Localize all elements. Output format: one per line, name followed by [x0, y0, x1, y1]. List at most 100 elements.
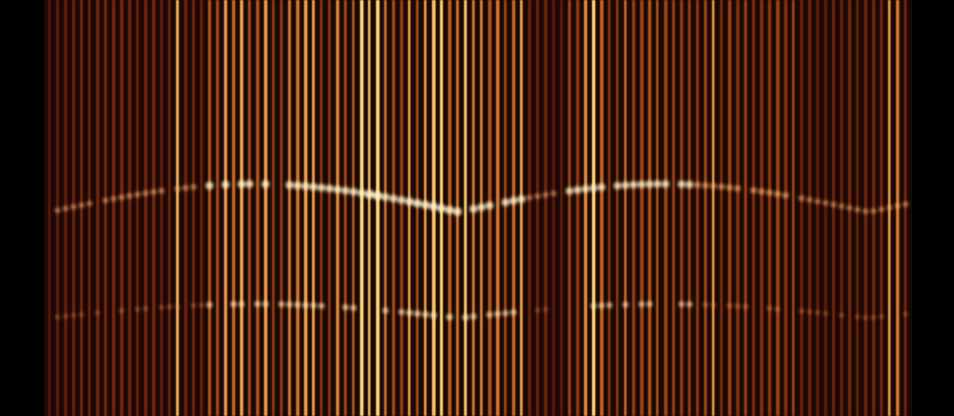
stripe	[776, 0, 780, 416]
spot	[677, 180, 686, 189]
stripe	[408, 0, 411, 416]
stripe	[560, 0, 563, 416]
stripe	[608, 0, 611, 416]
spot	[135, 307, 140, 312]
spot	[863, 315, 868, 320]
stripe	[544, 0, 548, 416]
stripe	[624, 0, 627, 416]
spot	[382, 307, 389, 314]
spot	[174, 185, 181, 192]
stripe	[680, 0, 684, 416]
spot	[381, 193, 390, 201]
spot	[373, 191, 382, 200]
spot	[357, 189, 366, 197]
spot	[653, 180, 662, 188]
spot	[494, 310, 501, 317]
spot	[167, 304, 172, 310]
spot	[422, 311, 429, 318]
spot	[758, 188, 765, 195]
stripe	[336, 0, 340, 416]
stripe	[136, 0, 139, 416]
stripe	[808, 0, 812, 416]
spot	[86, 200, 93, 207]
spot	[703, 302, 708, 308]
stripe	[664, 0, 668, 416]
stripe	[616, 0, 619, 416]
stripe	[240, 0, 244, 416]
spot	[413, 199, 422, 208]
spot	[830, 201, 837, 208]
stripe	[400, 0, 404, 416]
spot	[775, 306, 780, 312]
spot	[333, 185, 342, 194]
spot	[782, 192, 789, 199]
spot	[429, 202, 438, 211]
stripe	[824, 0, 828, 416]
stripe	[576, 0, 580, 416]
stripe	[640, 0, 644, 416]
spot	[597, 183, 606, 191]
stripe	[80, 0, 83, 416]
spot	[406, 309, 413, 317]
stripe	[288, 0, 291, 416]
spot	[590, 303, 597, 309]
spot	[685, 180, 694, 189]
spot	[510, 309, 517, 316]
spot	[62, 205, 69, 212]
stripe	[592, 0, 596, 416]
spot	[645, 180, 654, 188]
spot	[95, 310, 100, 316]
spot	[150, 189, 157, 195]
spot	[589, 184, 598, 192]
spot	[766, 189, 773, 196]
stripe	[112, 0, 116, 416]
spot	[750, 187, 757, 194]
stripe	[384, 0, 387, 416]
spot	[78, 202, 85, 208]
spot	[542, 192, 549, 198]
spot	[486, 311, 493, 318]
stripe	[256, 0, 260, 416]
stripe	[744, 0, 748, 416]
spot	[54, 207, 61, 214]
spot	[262, 301, 269, 308]
spot	[871, 315, 876, 320]
stripe	[760, 0, 764, 416]
stripe	[504, 0, 507, 416]
stripe	[328, 0, 331, 416]
spot	[245, 180, 254, 188]
stripe	[528, 0, 532, 416]
stripe	[520, 0, 523, 416]
spot	[621, 181, 630, 189]
stripe	[224, 0, 228, 416]
spot	[838, 203, 845, 209]
stripe	[104, 0, 108, 416]
spot	[735, 303, 740, 309]
spot	[661, 180, 670, 188]
spot	[79, 312, 84, 317]
stripe	[352, 0, 355, 416]
stripe	[248, 0, 251, 416]
dots	[54, 180, 909, 321]
stripe	[728, 0, 732, 416]
spot	[318, 302, 325, 309]
spot	[855, 314, 860, 319]
stripe	[312, 0, 315, 416]
stripe	[672, 0, 676, 416]
stripe	[120, 0, 124, 416]
spot	[286, 301, 293, 308]
spot	[823, 311, 828, 316]
spot	[230, 301, 237, 308]
spot	[238, 301, 245, 308]
spot	[535, 307, 540, 313]
stripe	[184, 0, 188, 416]
spot	[453, 207, 462, 216]
stripe	[128, 0, 132, 416]
spot	[822, 200, 829, 206]
spot	[159, 305, 164, 310]
spot	[470, 313, 477, 320]
spot	[694, 181, 701, 189]
spot	[711, 302, 716, 308]
spot	[349, 187, 358, 196]
stripe	[656, 0, 659, 416]
